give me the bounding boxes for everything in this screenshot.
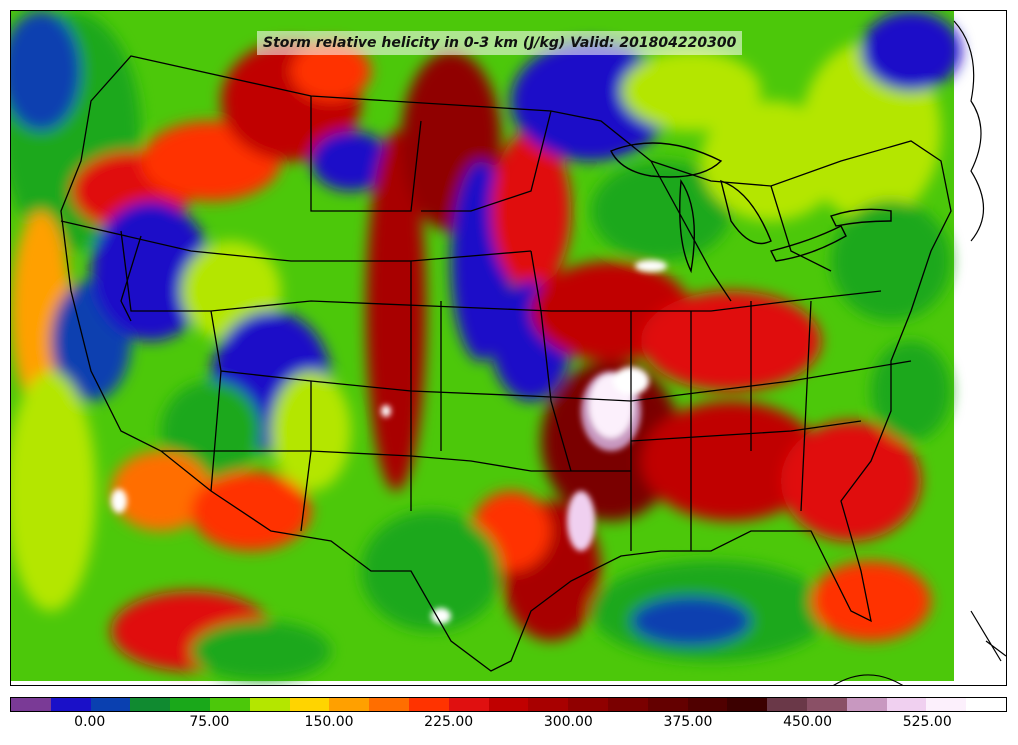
colorbar-segment [926, 698, 967, 711]
colorbar-tick-label: 450.00 [783, 714, 833, 730]
colorbar-segment [209, 698, 250, 711]
colorbar-segment [289, 698, 330, 711]
colorbar-segment [806, 698, 847, 711]
colorbar-segment [727, 698, 768, 711]
colorbar-segment [329, 698, 370, 711]
colorbar-segment [170, 698, 210, 711]
colorbar-segment [528, 698, 569, 711]
colorbar-segment [568, 698, 608, 711]
colorbar-segment [647, 698, 688, 711]
canada-coast [833, 20, 1006, 685]
colorbar-segment [50, 698, 91, 711]
colorbar-segment [130, 698, 171, 711]
colorbar-segment [687, 698, 728, 711]
colorbar-segment [369, 698, 409, 711]
high-helicity-core [111, 260, 667, 624]
colorbar-tick-label: 0.00 [74, 714, 106, 730]
colorbar-segment [767, 698, 807, 711]
colorbar-tick-label: 75.00 [189, 714, 230, 730]
colorbar-segment [408, 698, 449, 711]
state-boundaries [60, 55, 952, 672]
colorbar-segment [846, 698, 887, 711]
colorbar-tick-label: 150.00 [304, 714, 354, 730]
colorbar-segment [607, 698, 648, 711]
colorbar-segment [249, 698, 290, 711]
colorbar-segment [886, 698, 927, 711]
colorbar-tick-label: 300.00 [543, 714, 593, 730]
colorbar-segment [90, 698, 131, 711]
colorbar-segment [448, 698, 489, 711]
colorbar-segment [966, 698, 1006, 711]
colorbar-tick-label: 525.00 [902, 714, 952, 730]
map-title: Storm relative helicity in 0-3 km (J/kg)… [257, 31, 743, 55]
map-area: Storm relative helicity in 0-3 km (J/kg)… [10, 10, 1007, 686]
colorbar-tick-label: 375.00 [663, 714, 713, 730]
colorbar-segment [11, 698, 51, 711]
colorbar [10, 697, 1007, 712]
helicity-field-map [11, 11, 1006, 685]
colorbar-segment [488, 698, 529, 711]
great-lakes [610, 142, 892, 274]
colorbar-tick-label: 225.00 [424, 714, 474, 730]
colorbar-ticks: 0.00 75.00 150.00 225.00 300.00 375.00 450.00 5… [10, 712, 1007, 742]
